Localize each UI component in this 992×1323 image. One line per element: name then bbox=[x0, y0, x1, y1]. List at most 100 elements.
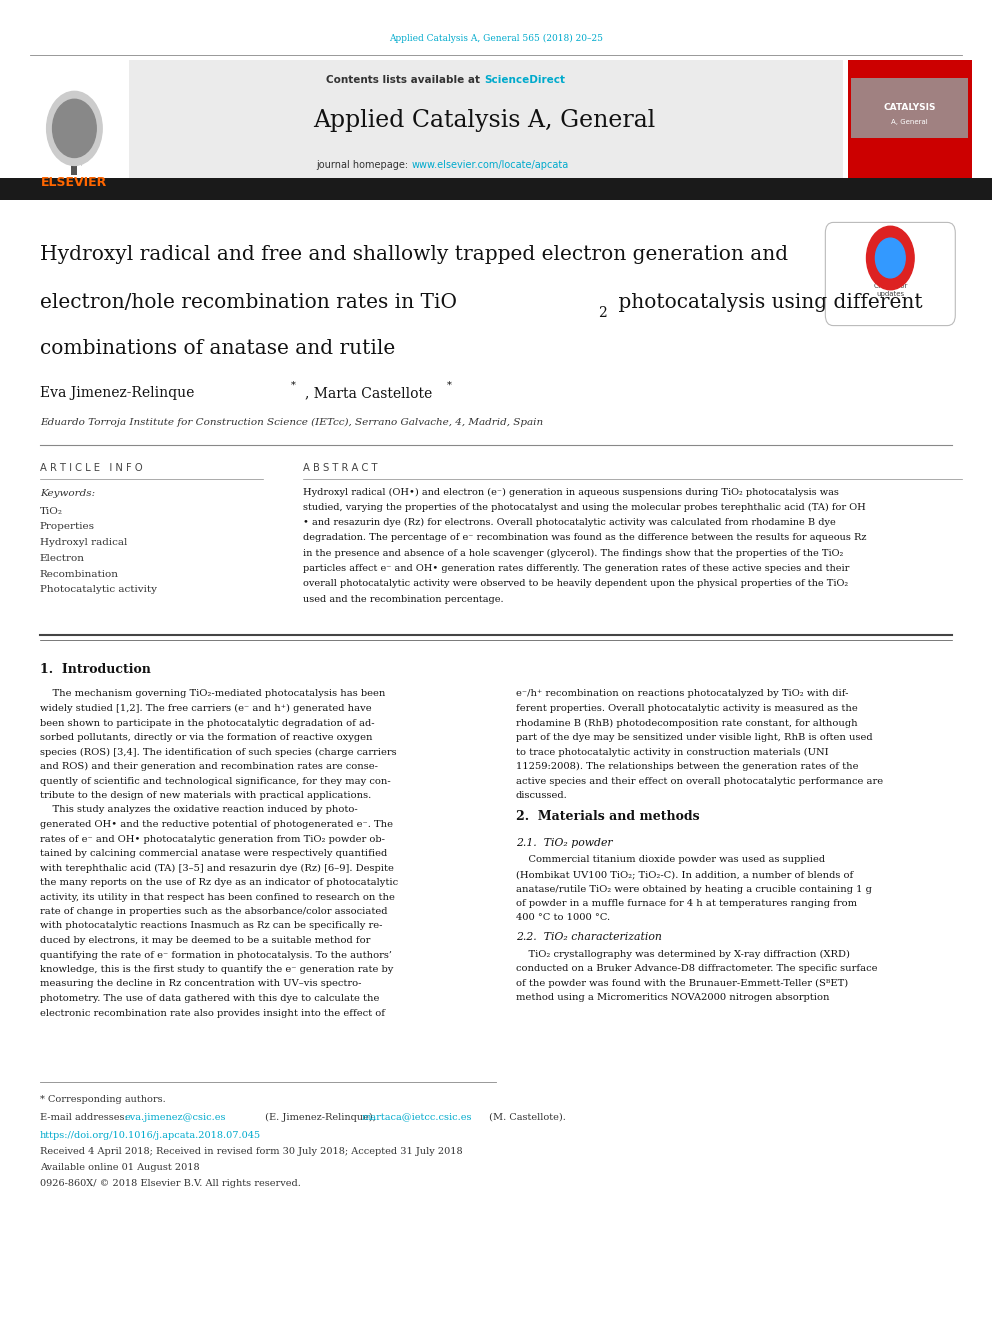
Text: (E. Jimenez-Relinque),: (E. Jimenez-Relinque), bbox=[262, 1113, 379, 1122]
Text: * Corresponding authors.: * Corresponding authors. bbox=[40, 1095, 166, 1105]
Text: journal homepage:: journal homepage: bbox=[316, 160, 412, 169]
Text: e⁻/h⁺ recombination on reactions photocatalyzed by TiO₂ with dif-: e⁻/h⁺ recombination on reactions photoca… bbox=[516, 689, 848, 699]
Text: 0926-860X/ © 2018 Elsevier B.V. All rights reserved.: 0926-860X/ © 2018 Elsevier B.V. All righ… bbox=[40, 1180, 301, 1188]
Text: Contents lists available at: Contents lists available at bbox=[326, 75, 484, 85]
Bar bbox=[0, 179, 992, 200]
Text: generated OH• and the reductive potential of photogenerated e⁻. The: generated OH• and the reductive potentia… bbox=[40, 820, 393, 830]
Text: *: * bbox=[446, 381, 451, 389]
Text: conducted on a Bruker Advance-D8 diffractometer. The specific surface: conducted on a Bruker Advance-D8 diffrac… bbox=[516, 964, 877, 972]
Text: Check for
updates: Check for updates bbox=[874, 283, 907, 296]
Text: particles affect e⁻ and OH• generation rates differently. The generation rates o: particles affect e⁻ and OH• generation r… bbox=[303, 564, 849, 573]
Text: electron/hole recombination rates in TiO: electron/hole recombination rates in TiO bbox=[40, 292, 456, 311]
Text: photocatalysis using different: photocatalysis using different bbox=[612, 292, 923, 311]
Text: and ROS) and their generation and recombination rates are conse-: and ROS) and their generation and recomb… bbox=[40, 762, 378, 771]
Text: the many reports on the use of Rz dye as an indicator of photocatalytic: the many reports on the use of Rz dye as… bbox=[40, 878, 398, 886]
Text: method using a Micromeritics NOVA2000 nitrogen absorption: method using a Micromeritics NOVA2000 ni… bbox=[516, 994, 829, 1002]
Text: overall photocatalytic activity were observed to be heavily dependent upon the p: overall photocatalytic activity were obs… bbox=[303, 579, 848, 589]
Text: Keywords:: Keywords: bbox=[40, 488, 95, 497]
Text: measuring the decline in Rz concentration with UV–vis spectro-: measuring the decline in Rz concentratio… bbox=[40, 979, 361, 988]
Text: anatase/rutile TiO₂ were obtained by heating a crucible containing 1 g: anatase/rutile TiO₂ were obtained by hea… bbox=[516, 885, 872, 893]
Text: Commercial titanium dioxide powder was used as supplied: Commercial titanium dioxide powder was u… bbox=[516, 856, 825, 864]
Text: A B S T R A C T: A B S T R A C T bbox=[303, 463, 377, 474]
Text: 2.1.  TiO₂ powder: 2.1. TiO₂ powder bbox=[516, 837, 612, 848]
Text: The mechanism governing TiO₂-mediated photocatalysis has been: The mechanism governing TiO₂-mediated ph… bbox=[40, 689, 385, 699]
Text: 2: 2 bbox=[598, 306, 607, 320]
Text: quantifying the rate of e⁻ formation in photocatalysis. To the authors’: quantifying the rate of e⁻ formation in … bbox=[40, 950, 392, 959]
Text: of powder in a muffle furnace for 4 h at temperatures ranging from: of powder in a muffle furnace for 4 h at… bbox=[516, 900, 857, 908]
Circle shape bbox=[867, 226, 914, 290]
Text: Eva Jimenez-Relinque: Eva Jimenez-Relinque bbox=[40, 386, 194, 400]
Text: (Hombikat UV100 TiO₂; TiO₂-C). In addition, a number of blends of: (Hombikat UV100 TiO₂; TiO₂-C). In additi… bbox=[516, 871, 853, 878]
Text: Applied Catalysis A, General: Applied Catalysis A, General bbox=[312, 108, 656, 131]
Text: Properties: Properties bbox=[40, 523, 94, 532]
Text: been shown to participate in the photocatalytic degradation of ad-: been shown to participate in the photoca… bbox=[40, 718, 374, 728]
Text: used and the recombination percentage.: used and the recombination percentage. bbox=[303, 594, 503, 603]
Text: tained by calcining commercial anatase were respectively quantified: tained by calcining commercial anatase w… bbox=[40, 849, 387, 859]
Text: tribute to the design of new materials with practical applications.: tribute to the design of new materials w… bbox=[40, 791, 371, 800]
Text: CATALYSIS: CATALYSIS bbox=[884, 103, 935, 112]
Text: rate of change in properties such as the absorbance/color associated: rate of change in properties such as the… bbox=[40, 908, 387, 916]
Text: Hydroxyl radical and free and shallowly trapped electron generation and: Hydroxyl radical and free and shallowly … bbox=[40, 246, 788, 265]
Text: Received 4 April 2018; Received in revised form 30 July 2018; Accepted 31 July 2: Received 4 April 2018; Received in revis… bbox=[40, 1147, 462, 1156]
Text: https://doi.org/10.1016/j.apcata.2018.07.045: https://doi.org/10.1016/j.apcata.2018.07… bbox=[40, 1130, 261, 1139]
Text: studied, varying the properties of the photocatalyst and using the molecular pro: studied, varying the properties of the p… bbox=[303, 503, 865, 512]
Text: with terephthalic acid (TA) [3–5] and resazurin dye (Rz) [6–9]. Despite: with terephthalic acid (TA) [3–5] and re… bbox=[40, 864, 394, 873]
Text: rhodamine B (RhB) photodecomposition rate constant, for although: rhodamine B (RhB) photodecomposition rat… bbox=[516, 718, 857, 728]
Text: knowledge, this is the first study to quantify the e⁻ generation rate by: knowledge, this is the first study to qu… bbox=[40, 964, 393, 974]
Text: Available online 01 August 2018: Available online 01 August 2018 bbox=[40, 1163, 199, 1172]
Text: ScienceDirect: ScienceDirect bbox=[484, 75, 565, 85]
Text: combinations of anatase and rutile: combinations of anatase and rutile bbox=[40, 340, 395, 359]
Circle shape bbox=[875, 238, 905, 278]
Text: 11259:2008). The relationships between the generation rates of the: 11259:2008). The relationships between t… bbox=[516, 762, 858, 771]
Text: , Marta Castellote: , Marta Castellote bbox=[305, 386, 432, 400]
Text: ferent properties. Overall photocatalytic activity is measured as the: ferent properties. Overall photocatalyti… bbox=[516, 704, 858, 713]
Text: in the presence and absence of a hole scavenger (glycerol). The findings show th: in the presence and absence of a hole sc… bbox=[303, 549, 843, 558]
Text: duced by electrons, it may be deemed to be a suitable method for: duced by electrons, it may be deemed to … bbox=[40, 935, 370, 945]
Text: to trace photocatalytic activity in construction materials (UNI: to trace photocatalytic activity in cons… bbox=[516, 747, 828, 757]
Text: activity, its utility in that respect has been confined to research on the: activity, its utility in that respect ha… bbox=[40, 893, 395, 901]
Text: Hydroxyl radical (OH•) and electron (e⁻) generation in aqueous suspensions durin: Hydroxyl radical (OH•) and electron (e⁻)… bbox=[303, 487, 838, 496]
Text: Eduardo Torroja Institute for Construction Science (IETcc), Serrano Galvache, 4,: Eduardo Torroja Institute for Constructi… bbox=[40, 418, 543, 426]
Text: degradation. The percentage of e⁻ recombination was found as the difference betw: degradation. The percentage of e⁻ recomb… bbox=[303, 533, 866, 542]
FancyBboxPatch shape bbox=[825, 222, 955, 325]
Text: 2.  Materials and methods: 2. Materials and methods bbox=[516, 810, 699, 823]
Text: species (ROS) [3,4]. The identification of such species (charge carriers: species (ROS) [3,4]. The identification … bbox=[40, 747, 397, 757]
Bar bbox=[71, 151, 77, 175]
Text: sorbed pollutants, directly or via the formation of reactive oxygen: sorbed pollutants, directly or via the f… bbox=[40, 733, 372, 742]
Text: eva.jimenez@csic.es: eva.jimenez@csic.es bbox=[125, 1113, 226, 1122]
Text: TiO₂ crystallography was determined by X-ray diffraction (XRD): TiO₂ crystallography was determined by X… bbox=[516, 950, 850, 959]
Circle shape bbox=[47, 91, 102, 165]
Text: 1.  Introduction: 1. Introduction bbox=[40, 663, 151, 676]
Text: This study analyzes the oxidative reaction induced by photo-: This study analyzes the oxidative reacti… bbox=[40, 806, 357, 815]
Text: Photocatalytic activity: Photocatalytic activity bbox=[40, 586, 157, 594]
Bar bbox=[129, 60, 843, 194]
Circle shape bbox=[53, 99, 96, 157]
Text: rates of e⁻ and OH• photocatalytic generation from TiO₂ powder ob-: rates of e⁻ and OH• photocatalytic gener… bbox=[40, 835, 385, 844]
Text: electronic recombination rate also provides insight into the effect of: electronic recombination rate also provi… bbox=[40, 1008, 385, 1017]
Text: www.elsevier.com/locate/apcata: www.elsevier.com/locate/apcata bbox=[412, 160, 569, 169]
Text: ELSEVIER: ELSEVIER bbox=[42, 176, 107, 189]
Text: 2.2.  TiO₂ characterization: 2.2. TiO₂ characterization bbox=[516, 931, 662, 942]
Text: A R T I C L E   I N F O: A R T I C L E I N F O bbox=[40, 463, 142, 474]
Text: photometry. The use of data gathered with this dye to calculate the: photometry. The use of data gathered wit… bbox=[40, 994, 379, 1003]
Text: A, General: A, General bbox=[891, 119, 929, 124]
Text: discussed.: discussed. bbox=[516, 791, 567, 800]
Text: E-mail addresses:: E-mail addresses: bbox=[40, 1113, 131, 1122]
Text: *: * bbox=[291, 381, 296, 389]
Text: of the powder was found with the Brunauer-Emmett-Teller (SᴮET): of the powder was found with the Brunaue… bbox=[516, 979, 848, 987]
Text: (M. Castellote).: (M. Castellote). bbox=[486, 1113, 566, 1122]
Text: TiO₂: TiO₂ bbox=[40, 507, 62, 516]
Text: Electron: Electron bbox=[40, 554, 84, 562]
Text: Recombination: Recombination bbox=[40, 570, 119, 578]
Bar bbox=[20, 60, 129, 194]
Text: quently of scientific and technological significance, for they may con-: quently of scientific and technological … bbox=[40, 777, 391, 786]
Text: widely studied [1,2]. The free carriers (e⁻ and h⁺) generated have: widely studied [1,2]. The free carriers … bbox=[40, 704, 371, 713]
Text: active species and their effect on overall photocatalytic performance are: active species and their effect on overa… bbox=[516, 777, 883, 786]
Text: 400 °C to 1000 °C.: 400 °C to 1000 °C. bbox=[516, 913, 610, 922]
Text: with photocatalytic reactions Inasmuch as Rz can be specifically re-: with photocatalytic reactions Inasmuch a… bbox=[40, 922, 382, 930]
Text: Applied Catalysis A, General 565 (2018) 20–25: Applied Catalysis A, General 565 (2018) … bbox=[389, 33, 603, 42]
Bar bbox=[851, 78, 968, 138]
Bar bbox=[848, 60, 972, 194]
Text: martaca@ietcc.csic.es: martaca@ietcc.csic.es bbox=[362, 1113, 472, 1122]
Text: Hydroxyl radical: Hydroxyl radical bbox=[40, 538, 127, 548]
